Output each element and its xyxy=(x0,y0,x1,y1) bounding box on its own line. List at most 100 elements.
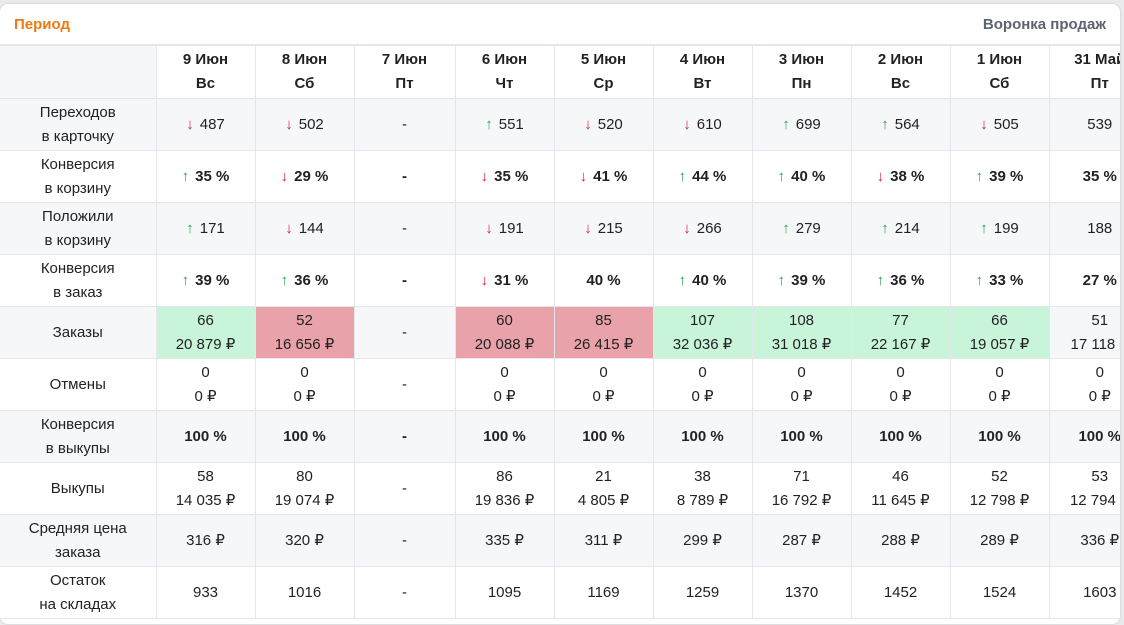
column-weekday: Пт xyxy=(1090,75,1109,92)
cell-value: 191 xyxy=(498,219,524,237)
table-cell: 316 ₽ xyxy=(155,514,256,567)
cell-value-line: ↑ 36 % xyxy=(852,269,950,293)
table-cell: 1016 xyxy=(254,566,355,619)
arrow-up-icon: ↑ xyxy=(876,271,885,289)
table-row: Положили в корзину ↑ 171 ↓ 144 - ↓ 191 ↓ 215 ↓ 266 ↑ 2… xyxy=(0,202,1120,255)
table-cell: - xyxy=(353,462,456,515)
row-label-line: в заказ xyxy=(53,283,103,301)
table-cell: ↑ 279 xyxy=(751,202,852,255)
cell-value: 41 % xyxy=(593,167,628,185)
cell-value-line: ↑ 39 % xyxy=(157,269,255,293)
cell-value-line: 335 ₽ xyxy=(456,529,554,553)
cell-value-line: 52 xyxy=(951,465,1049,489)
cell-value: 551 xyxy=(498,115,524,133)
cell-value: 58 xyxy=(197,467,214,485)
cell-value: 215 xyxy=(597,219,623,237)
period-title[interactable]: Период xyxy=(14,15,70,33)
row-label-line: в корзину xyxy=(44,179,111,197)
cell-value: 279 xyxy=(795,219,821,237)
arrow-up-icon: ↑ xyxy=(881,219,889,237)
cell-value: 1370 xyxy=(784,583,819,601)
cell-value: - xyxy=(402,219,407,237)
column-date: 31 Май xyxy=(1074,51,1120,68)
cell-value-line: ↑ 551 xyxy=(456,113,554,137)
cell-value: - xyxy=(402,323,407,341)
cell-value: 36 % xyxy=(890,271,925,289)
table-cell: ↓ 35 % xyxy=(454,150,555,203)
cell-amount: 16 792 ₽ xyxy=(771,491,832,509)
cell-value-line: - xyxy=(355,581,455,605)
cell-value-line: ↓ 29 % xyxy=(256,165,354,189)
cell-value-line: 1603 xyxy=(1050,581,1121,605)
table-cell: 77 22 167 ₽ xyxy=(850,306,951,359)
column-header: 4 Июн Вт xyxy=(652,45,753,99)
column-header: 9 Июн Вс xyxy=(155,45,256,99)
cell-value: 66 xyxy=(197,311,214,329)
cell-amount: 32 036 ₽ xyxy=(672,335,733,353)
table-cell: 58 14 035 ₽ xyxy=(155,462,256,515)
cell-value-line: 287 ₽ xyxy=(753,529,851,553)
table-cell: 66 20 879 ₽ xyxy=(155,306,256,359)
cell-value-line: 66 xyxy=(951,309,1049,333)
cell-value-line: ↑ 40 % xyxy=(654,269,752,293)
cell-value: 335 ₽ xyxy=(485,531,524,549)
row-label: Конверсия в заказ xyxy=(0,254,157,307)
table-cell: 21 4 805 ₽ xyxy=(553,462,654,515)
cell-value: 100 % xyxy=(582,427,625,445)
cell-value: 505 xyxy=(993,115,1019,133)
table-cell: ↑ 40 % xyxy=(751,150,852,203)
cell-value: 36 % xyxy=(294,271,329,289)
cell-value: 1524 xyxy=(982,583,1017,601)
cell-value-line: ↓ 41 % xyxy=(555,165,653,189)
cell-value: 0 xyxy=(1095,363,1104,381)
cell-value-line: ↓ 520 xyxy=(555,113,653,137)
arrow-down-icon: ↓ xyxy=(285,219,293,237)
table-cell: ↑ 39 % xyxy=(949,150,1050,203)
cell-value-line: 86 xyxy=(456,465,554,489)
table-cell: 100 % xyxy=(254,410,355,463)
column-date: 2 Июн xyxy=(877,51,924,68)
cell-value: 86 xyxy=(496,467,513,485)
table-cell: 40 % xyxy=(553,254,654,307)
column-date: 9 Июн xyxy=(182,51,229,68)
cell-value: 35 % xyxy=(195,167,230,185)
table-cell: ↓ 502 xyxy=(254,98,355,151)
cell-value: 564 xyxy=(894,115,920,133)
cell-value: 316 ₽ xyxy=(186,531,225,549)
cell-value-line: 77 xyxy=(852,309,950,333)
table-cell: 66 19 057 ₽ xyxy=(949,306,1050,359)
cell-value: - xyxy=(402,479,407,497)
cell-value: 100 % xyxy=(1078,427,1120,445)
column-header: 31 Май Пт xyxy=(1048,45,1120,99)
row-label-line: Средняя цена xyxy=(28,519,127,537)
table-cell: 53 12 794 ₽ xyxy=(1048,462,1120,515)
arrow-up-icon: ↑ xyxy=(782,115,790,133)
table-cell: ↓ 505 xyxy=(949,98,1050,151)
cell-value-line: 100 % xyxy=(852,425,950,449)
row-label-line: Переходов xyxy=(39,103,116,121)
cell-value: 27 % xyxy=(1082,271,1117,289)
column-header: 5 Июн Ср xyxy=(553,45,654,99)
cell-value-line: ↑ 33 % xyxy=(951,269,1049,293)
cell-amount: 14 035 ₽ xyxy=(175,491,236,509)
table-cell: ↑ 39 % xyxy=(155,254,256,307)
table-cell: ↓ 38 % xyxy=(850,150,951,203)
table-cell: 52 16 656 ₽ xyxy=(254,306,355,359)
table-cell: ↓ 41 % xyxy=(553,150,654,203)
arrow-up-icon: ↑ xyxy=(186,219,194,237)
arrow-up-icon: ↑ xyxy=(485,115,493,133)
cell-value-line: ↓ 144 xyxy=(256,217,354,241)
table-cell: 85 26 415 ₽ xyxy=(553,306,654,359)
cell-value-line: ↓ 502 xyxy=(256,113,354,137)
cell-value: - xyxy=(402,375,407,393)
cell-value-line: 27 % xyxy=(1050,269,1121,293)
cell-value: 1603 xyxy=(1083,583,1117,601)
cell-value: 52 xyxy=(991,467,1008,485)
cell-value: 71 xyxy=(793,467,810,485)
cell-amount: 4 805 ₽ xyxy=(577,491,630,509)
cell-value: 0 xyxy=(797,363,806,381)
cell-value-line: ↑ 39 % xyxy=(951,165,1049,189)
table-cell: 336 ₽ xyxy=(1048,514,1120,567)
cell-value-line: 35 % xyxy=(1050,165,1121,189)
cell-value: 0 xyxy=(995,363,1004,381)
